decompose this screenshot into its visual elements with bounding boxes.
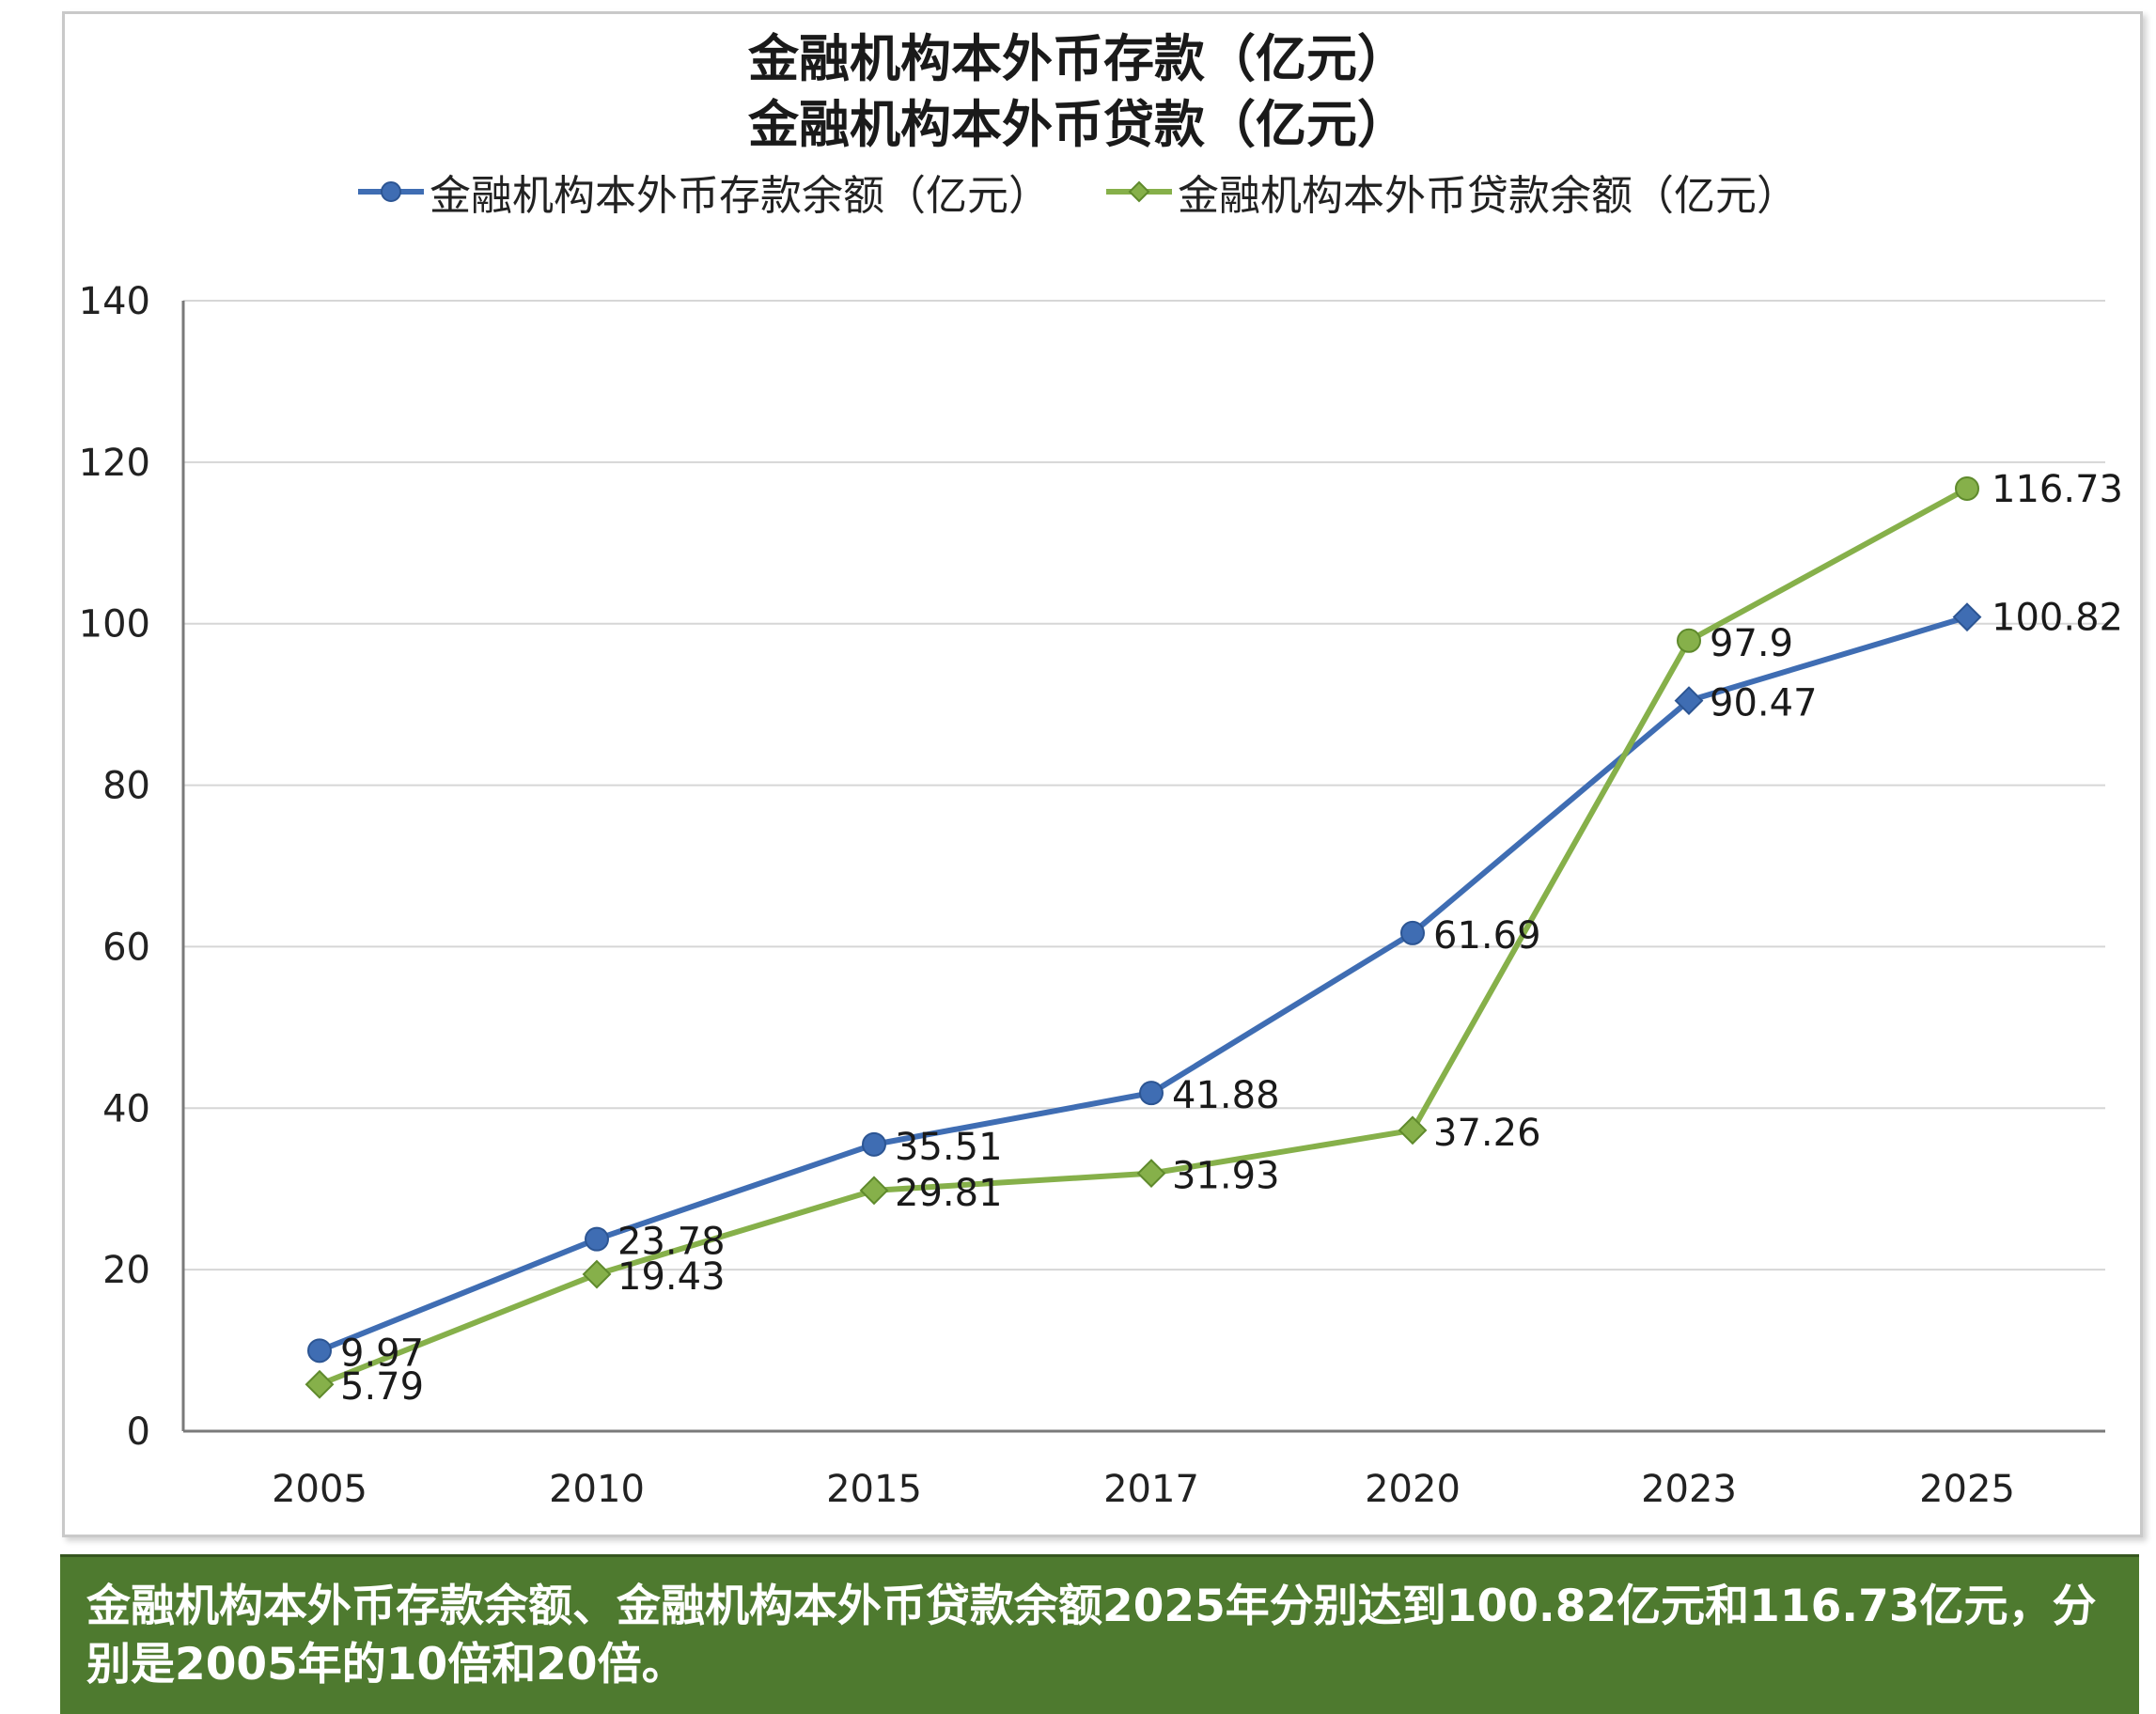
data-label-loans: 31.93: [1172, 1155, 1280, 1198]
point-loans: [1955, 475, 1979, 501]
chart-frame: [62, 11, 2143, 1537]
data-label-deposits: 61.69: [1433, 914, 1541, 958]
point-loans: [859, 1176, 889, 1206]
data-label-loans: 116.73: [1992, 468, 2123, 511]
data-label-loans: 19.43: [617, 1255, 726, 1299]
x-tick-label: 2020: [1365, 1468, 1461, 1511]
data-label-loans: 97.9: [1710, 622, 1793, 665]
x-tick-label: 2017: [1103, 1468, 1199, 1511]
y-tick-label: 60: [102, 926, 150, 969]
point-deposits: [307, 1338, 332, 1363]
y-tick-label: 40: [102, 1087, 150, 1130]
x-tick-label: 2023: [1641, 1468, 1737, 1511]
data-label-loans: 37.26: [1433, 1112, 1541, 1155]
series-line-deposits: [318, 614, 1968, 1354]
data-label-loans: 29.81: [895, 1172, 1003, 1215]
point-loans: [1677, 628, 1701, 653]
point-loans: [305, 1369, 335, 1399]
chart-legend: 金融机构本外币存款余额（亿元） 金融机构本外币贷款余额（亿元）: [0, 162, 2156, 222]
y-tick-label: 20: [102, 1249, 150, 1292]
point-deposits: [585, 1226, 609, 1252]
y-tick-label: 80: [102, 765, 150, 808]
point-loans: [1136, 1159, 1166, 1189]
chart-subtitle: 金融机构本外币贷款（亿元）: [748, 95, 1408, 154]
legend-item-loans: 金融机构本外币贷款余额（亿元）: [1106, 162, 1798, 222]
y-tick-label: 140: [79, 280, 150, 323]
point-deposits: [1139, 1081, 1164, 1106]
legend-swatch-loans: [1106, 180, 1172, 203]
legend-item-deposits: 金融机构本外币存款余额（亿元）: [358, 162, 1050, 222]
data-label-deposits: 90.47: [1710, 682, 1818, 725]
point-deposits: [862, 1131, 886, 1157]
data-label-deposits: 100.82: [1992, 597, 2123, 640]
data-label-deposits: 23.78: [617, 1221, 726, 1264]
point-loans: [582, 1259, 612, 1289]
data-label-loans: 5.79: [340, 1365, 424, 1409]
data-label-deposits: 41.88: [1172, 1074, 1280, 1117]
chart-title: 金融机构本外币存款（亿元）: [748, 29, 1408, 88]
x-tick-label: 2025: [1919, 1468, 2015, 1511]
point-deposits: [1952, 602, 1982, 632]
x-tick-label: 2005: [272, 1468, 367, 1511]
y-tick-label: 0: [127, 1410, 150, 1454]
summary-text: 金融机构本外币存款余额、金融机构本外币贷款余额2025年分别达到100.82亿元…: [86, 1581, 2097, 1691]
legend-swatch-deposits: [358, 181, 424, 202]
x-tick-label: 2010: [549, 1468, 645, 1511]
y-tick-label: 100: [79, 603, 150, 647]
summary-box: 金融机构本外币存款余额、金融机构本外币贷款余额2025年分别达到100.82亿元…: [60, 1554, 2139, 1714]
point-deposits: [1400, 920, 1425, 945]
data-label-deposits: 9.97: [340, 1332, 424, 1375]
legend-label-deposits: 金融机构本外币存款余额（亿元）: [430, 172, 1050, 220]
data-label-deposits: 35.51: [895, 1126, 1003, 1169]
x-tick-label: 2015: [826, 1468, 922, 1511]
y-tick-label: 120: [79, 442, 150, 485]
point-loans: [1398, 1115, 1428, 1145]
legend-label-loans: 金融机构本外币贷款余额（亿元）: [1178, 172, 1798, 220]
line-chart: 0 20 40 60 80 100 120 140 2005 2010 2015 2017 2020 20…: [79, 280, 2123, 1511]
point-deposits: [1674, 686, 1704, 716]
